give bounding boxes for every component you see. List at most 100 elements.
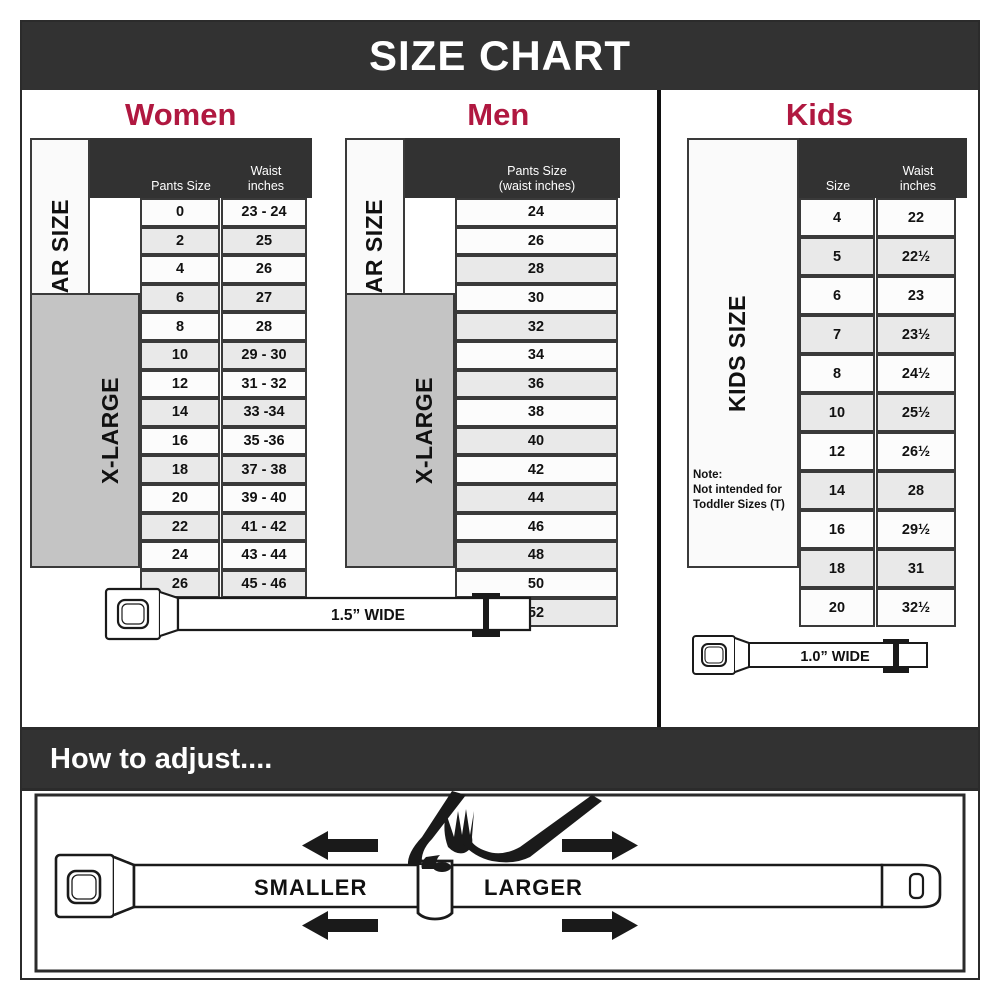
adjust-title: How to adjust.... [50, 742, 273, 775]
kids-cell-waist: 22 [876, 198, 956, 237]
women-cell-waist: 45 - 46 [221, 569, 307, 599]
tables-area: Women Pants Size Waist inches [22, 90, 978, 730]
table-row: 2 25 [30, 226, 312, 256]
page-title-bar: SIZE CHART [22, 22, 978, 90]
men-band-xlarge-label: X-LARGE [411, 377, 437, 484]
women-band-xlarge: X-LARGE [30, 293, 140, 568]
chart-frame: SIZE CHART Women Pants Size [20, 20, 980, 980]
women-cell-size: 6 [140, 283, 220, 313]
arrow-left-upper [302, 831, 378, 860]
men-cell-size: 44 [454, 483, 618, 513]
kids-cell-size: 12 [799, 432, 875, 471]
adult-belt-svg: 1.5” WIDE [104, 587, 532, 641]
row-side-spacer [687, 588, 799, 627]
table-row: 20 39 - 40 [30, 483, 312, 513]
kids-belt-diagram: 1.0” WIDE [687, 628, 937, 684]
kids-col-waist-line2: inches [899, 178, 937, 193]
kids-band-size-label: KIDS SIZE [723, 294, 750, 412]
table-row: 16 35 -36 [30, 426, 312, 456]
kids-belt-svg: 1.0” WIDE [692, 635, 928, 675]
men-cell-size: 48 [454, 541, 618, 570]
men-cell-size: 24 [454, 198, 618, 227]
women-cell-size: 12 [140, 369, 220, 399]
table-row: 34 [345, 340, 620, 370]
women-cell-size: 24 [140, 541, 220, 570]
women-cell-size: 18 [140, 455, 220, 484]
kids-cell-waist: 23½ [876, 315, 956, 354]
table-row: 8 24½ [687, 354, 967, 393]
table-row: 5 22½ [687, 237, 967, 276]
arrow-right-lower [562, 911, 638, 940]
men-cell-size: 26 [454, 226, 618, 256]
table-row: 10 29 - 30 [30, 340, 312, 370]
table-row: 12 26½ [687, 432, 967, 471]
panel-men: Men Pants Size (waist inches) REGULAR SI… [340, 90, 658, 727]
men-cell-size: 28 [454, 255, 618, 284]
kids-note-line3: Toddler Sizes (T) [693, 498, 785, 511]
page-title: SIZE CHART [369, 32, 631, 79]
adjust-belt-svg [34, 791, 966, 973]
kids-cell-waist: 24½ [876, 354, 956, 393]
kids-cell-size: 6 [799, 276, 875, 315]
kids-col-waist-line1: Waist [902, 164, 934, 179]
kids-note-line2: Not intended for [693, 483, 782, 496]
kids-col-size-header: Size [825, 178, 851, 193]
women-cell-size: 14 [140, 398, 220, 427]
kids-cell-waist: 29½ [876, 510, 956, 549]
panel-kids-title: Kids [785, 96, 854, 132]
table-row: 14 33 -34 [30, 398, 312, 427]
women-cell-waist: 41 - 42 [221, 512, 307, 542]
kids-col-waist-header: Waist inches [877, 164, 959, 193]
women-cell-size: 0 [140, 198, 220, 227]
women-table: Pants Size Waist inches REGULAR SIZE X-L… [30, 138, 312, 627]
kids-note: Note: Not intended for Toddler Sizes (T) [693, 468, 801, 513]
women-cell-size: 2 [140, 226, 220, 256]
belt-illustration [54, 853, 942, 921]
table-row: 18 37 - 38 [30, 455, 312, 484]
kids-cell-size: 5 [799, 237, 875, 276]
arrow-left-lower [302, 911, 378, 940]
adult-group: Women Pants Size Waist inches [22, 90, 661, 727]
women-band-xlarge-label: X-LARGE [96, 377, 123, 484]
women-cell-waist: 31 - 32 [221, 369, 307, 399]
adult-belt-diagram: 1.5” WIDE [100, 580, 540, 650]
men-table-rows: 24 26 28 30 32 34 36 38 40 42 44 46 48 50 52 [345, 198, 620, 627]
men-col-header: Pants Size (waist inches) [455, 164, 620, 193]
table-row: 16 29½ [687, 510, 967, 549]
kids-cell-waist: 23 [876, 276, 956, 315]
men-col-header-line2: (waist inches) [498, 178, 576, 193]
table-row: 24 43 - 44 [30, 541, 312, 570]
panel-kids: Kids Size Waist inches KIDS SIZE [661, 90, 978, 627]
men-cell-size: 30 [454, 283, 618, 313]
table-row: 14 28 [687, 471, 967, 510]
women-cell-size: 4 [140, 255, 220, 284]
adjust-smaller-label: SMALLER [254, 875, 368, 900]
adult-belt-width-label: 1.5” WIDE [331, 607, 405, 624]
table-row: 38 [345, 398, 620, 427]
kids-table: Size Waist inches KIDS SIZE Note: Not in… [687, 138, 967, 627]
women-cell-waist: 43 - 44 [221, 541, 307, 570]
table-row: 46 [345, 512, 620, 542]
women-cell-waist: 35 -36 [221, 426, 307, 456]
panel-women: Women Pants Size Waist inches [22, 90, 340, 727]
kids-cell-size: 4 [799, 198, 875, 237]
table-row: 4 22 [687, 198, 967, 237]
men-cell-size: 40 [454, 426, 618, 456]
kids-band-size: KIDS SIZE [687, 138, 799, 568]
women-cell-waist: 33 -34 [221, 398, 307, 427]
kids-cell-size: 10 [799, 393, 875, 432]
adjust-illustration-area: SMALLER LARGER [22, 788, 978, 976]
table-row: 8 28 [30, 312, 312, 341]
kids-cell-size: 20 [799, 588, 875, 627]
table-row: 4 26 [30, 255, 312, 284]
kids-table-rows: 4 22 5 22½ 6 23 7 23½ 8 24½ 10 25½ 12 26½ 14 28 16 29½ 18 3… [687, 198, 967, 627]
panel-kids-head: Kids [661, 90, 978, 138]
adjust-larger-label: LARGER [484, 875, 583, 900]
arrow-right-upper [562, 831, 638, 860]
men-cell-size: 34 [454, 340, 618, 370]
women-col-size-header: Pants Size [151, 178, 211, 193]
table-row: 20 32½ [687, 588, 967, 627]
women-cell-size: 16 [140, 426, 220, 456]
table-row: 24 [345, 198, 620, 227]
